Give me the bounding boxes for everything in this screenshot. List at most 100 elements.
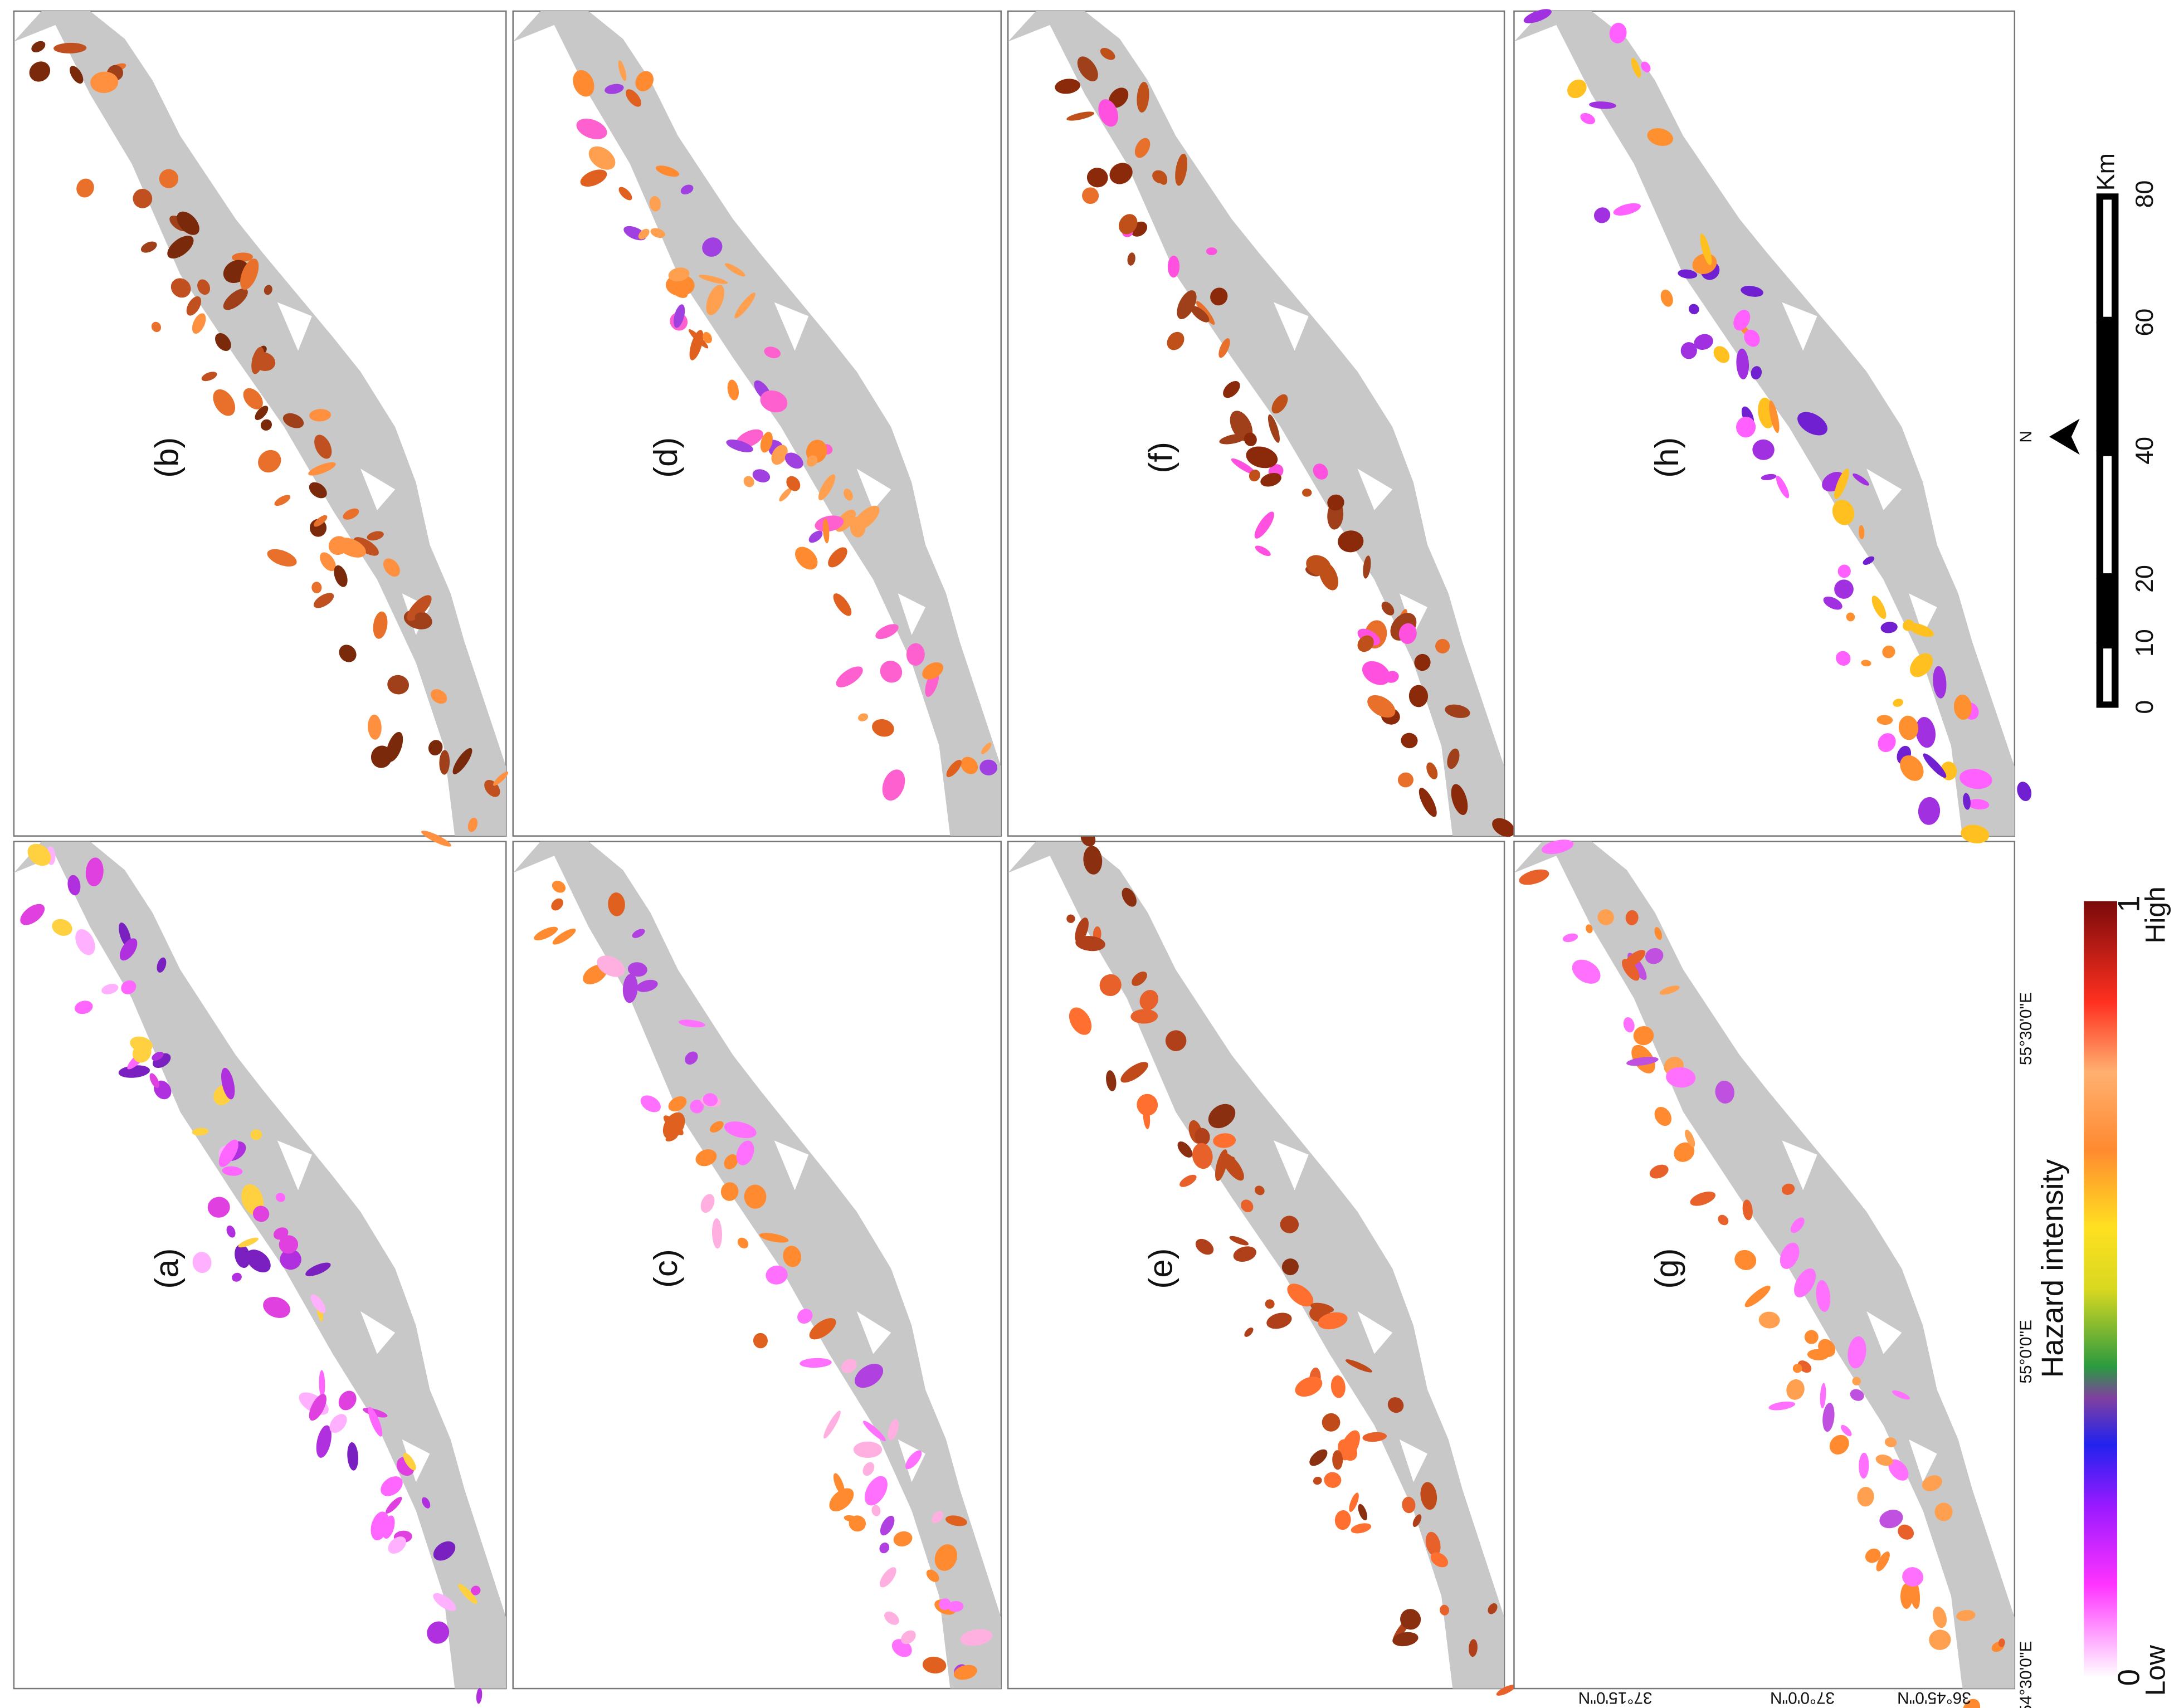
hazard-patch (238, 1237, 259, 1248)
hazard-patch (1586, 924, 1593, 934)
hazard-patch (1840, 1424, 1852, 1437)
hazard-patch (1744, 1285, 1771, 1307)
hazard-patch (1878, 733, 1896, 753)
hazard-patch (1363, 555, 1371, 579)
hazard-patch (1069, 1007, 1092, 1035)
hazard-patch (1334, 1510, 1351, 1530)
hazard-patch (240, 258, 259, 290)
hazard-patch (1120, 1062, 1148, 1083)
hazard-patch (1680, 342, 1697, 359)
hazard-patch (67, 875, 81, 896)
hazard-patch (141, 241, 157, 253)
hazard-patch (1933, 1607, 1947, 1628)
hazard-patch (710, 1121, 724, 1133)
hazard-patch (264, 285, 272, 295)
hazard-patch (1426, 762, 1438, 779)
hazard-patch (476, 1687, 482, 1704)
hazard-patch (1929, 1629, 1951, 1650)
hazard-patch (711, 1218, 723, 1249)
hazard-patch (1752, 439, 1775, 460)
hazard-patch (1215, 1149, 1228, 1182)
hazard-patch (552, 881, 566, 893)
hazard-patch (744, 1184, 767, 1209)
hazard-patch (313, 593, 334, 608)
hazard-patch (1761, 474, 1777, 481)
scale-segment-inner (2103, 648, 2112, 702)
hazard-patch (1310, 1302, 1334, 1313)
hazard-patch (678, 1019, 705, 1028)
legend-max: 1 (2111, 895, 2146, 912)
hazard-patch (608, 892, 625, 916)
hazard-patch (1496, 1685, 1516, 1696)
hazard-patch (734, 292, 755, 319)
hazard-patch (1893, 699, 1904, 707)
hazard-patch (1956, 1610, 1976, 1621)
hazard-patch (1130, 1009, 1158, 1024)
longitude-label: 55°0'0"E (2017, 1320, 2035, 1384)
hazard-patch (703, 1093, 718, 1106)
hazard-patch (1700, 233, 1712, 265)
hazard-patch (905, 1450, 922, 1470)
panel-label: (b) (148, 437, 185, 478)
hazard-patch (1098, 99, 1118, 127)
hazard-patch (1834, 469, 1849, 500)
hazard-patch (1420, 1482, 1437, 1510)
hazard-patch (383, 558, 400, 577)
hazard-patch (1313, 463, 1328, 480)
hazard-patch (551, 898, 563, 911)
hazard-patch (1836, 651, 1851, 666)
hazard-patch (121, 980, 137, 994)
hazard-patch (853, 505, 880, 531)
hazard-patch (309, 482, 327, 499)
hazard-patch (1871, 596, 1887, 619)
hazard-patch (339, 645, 357, 662)
hazard-patch (1688, 304, 1699, 315)
hazard-patch (743, 476, 754, 487)
hazard-patch (1175, 153, 1188, 186)
hazard-patch (690, 1100, 704, 1114)
hazard-patch (1345, 1359, 1372, 1373)
hazard-patch (703, 332, 712, 344)
hazard-patch (901, 1630, 916, 1644)
hazard-patch (752, 469, 771, 482)
hazard-patch (280, 1249, 301, 1270)
hazard-patch (1641, 61, 1651, 72)
hazard-patch (858, 713, 869, 721)
hazard-patch (343, 508, 359, 520)
hazard-patch (403, 1453, 416, 1471)
hazard-patch (232, 1272, 242, 1282)
scale-tick-label: 40 (2131, 437, 2158, 465)
hazard-patch (1967, 799, 1990, 809)
legend-title: Hazard intensity (2035, 1159, 2069, 1378)
hazard-patch (215, 333, 231, 352)
hazard-patch (1804, 1330, 1819, 1344)
hazard-patch (922, 1656, 947, 1674)
hazard-patch (149, 1073, 159, 1089)
hazard-patch (1713, 346, 1730, 363)
hazard-patch (884, 1611, 899, 1625)
hazard-patch (1892, 1390, 1910, 1400)
hazard-patch (1165, 1030, 1187, 1051)
hazard-patch (1776, 475, 1790, 499)
hazard-patch (727, 379, 739, 401)
hazard-patch (1118, 214, 1138, 235)
hazard-patch (1281, 1258, 1299, 1276)
hazard-patch (52, 919, 72, 936)
hazard-patch (779, 487, 792, 502)
hazard-patch (699, 275, 728, 284)
hazard-patch (700, 1194, 715, 1213)
hazard-patch (222, 1166, 243, 1176)
panel-label: (h) (1648, 437, 1685, 478)
hazard-patch (1649, 1164, 1669, 1179)
map-panel: (e) (1007, 831, 1516, 1696)
hazard-patch (1122, 887, 1137, 907)
hazard-patch (274, 495, 291, 506)
hazard-patch (1876, 1551, 1890, 1572)
hazard-patch (1387, 1397, 1404, 1413)
hazard-patch (766, 1265, 788, 1285)
hazard-patch (31, 41, 46, 52)
hazard-patch (151, 321, 162, 333)
hazard-patch (893, 1531, 913, 1546)
hazard-patch (74, 1001, 93, 1014)
